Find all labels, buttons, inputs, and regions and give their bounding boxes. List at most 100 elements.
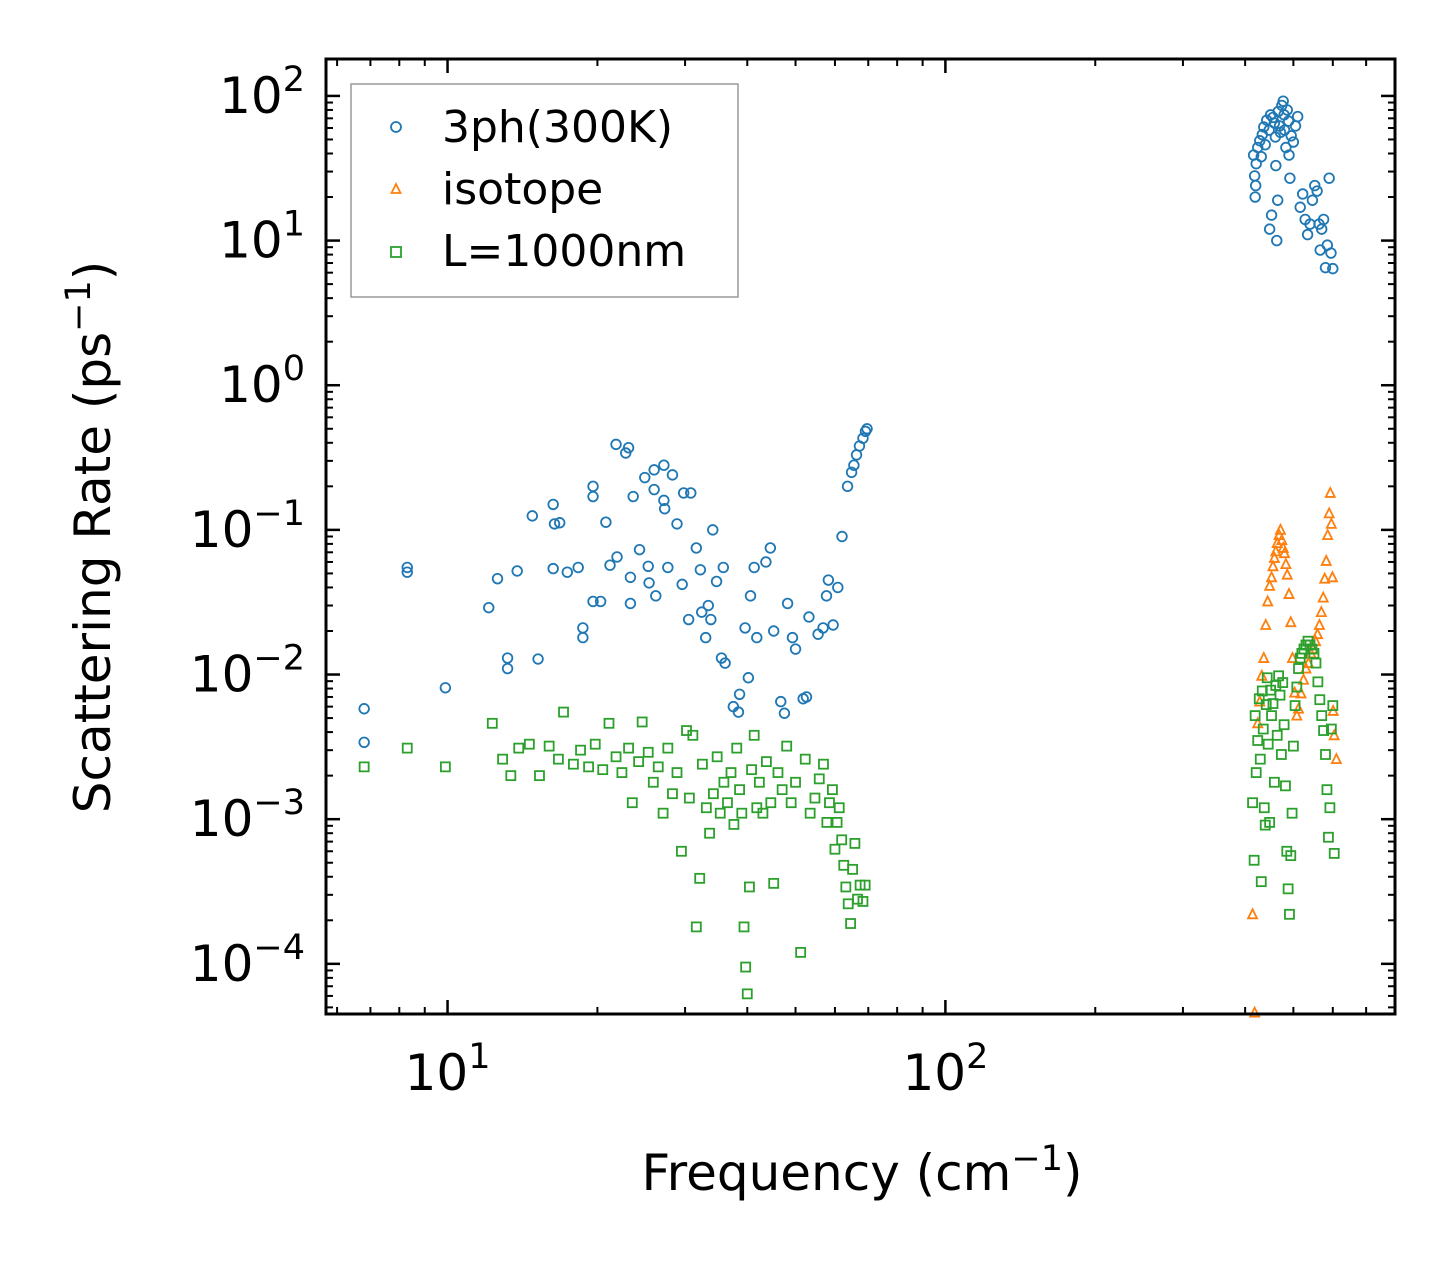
data-point: [1248, 1005, 1261, 1018]
data-point: [694, 872, 706, 884]
data-point: [741, 988, 753, 1000]
data-point: [696, 606, 708, 618]
data-point: [513, 742, 525, 754]
x-axis-label-tail: ): [1063, 1144, 1083, 1202]
series-boundary: [358, 635, 1340, 1000]
data-point: [572, 561, 584, 574]
x-tick-label: 102: [902, 1037, 988, 1102]
data-point: [1286, 651, 1299, 663]
data-point: [804, 807, 816, 819]
data-point: [439, 682, 452, 694]
data-point: [626, 797, 638, 809]
data-point: [827, 784, 838, 796]
data-point: [696, 758, 708, 770]
data-point: [439, 761, 451, 773]
data-point: [650, 590, 662, 602]
data-point: [1296, 188, 1309, 200]
data-point: [732, 706, 745, 718]
y-tick-label: 10−4: [190, 928, 305, 993]
data-point: [1271, 729, 1283, 741]
data-point: [685, 487, 697, 499]
data-point: [734, 784, 745, 796]
data-point: [699, 631, 712, 644]
data-point: [740, 961, 752, 973]
data-point: [1294, 201, 1306, 213]
data-point: [861, 423, 873, 435]
data-point: [1306, 194, 1319, 206]
data-point: [1271, 234, 1283, 247]
tick-base: 10: [190, 935, 254, 993]
data-point: [652, 761, 664, 773]
data-point: [1284, 172, 1296, 184]
data-point: [1290, 708, 1303, 721]
data-point: [1246, 907, 1259, 920]
data-point: [683, 792, 695, 804]
data-point: [1289, 700, 1301, 711]
data-point: [603, 717, 615, 729]
data-point: [708, 788, 719, 800]
data-point: [610, 438, 622, 451]
data-point: [1278, 124, 1291, 136]
data-point: [526, 510, 539, 522]
data-point: [547, 562, 559, 575]
data-point: [1255, 151, 1267, 163]
data-point: [705, 613, 717, 626]
data-point: [1267, 559, 1279, 572]
data-point: [575, 744, 586, 756]
data-point: [1259, 139, 1271, 151]
data-point: [1270, 159, 1282, 172]
data-point: [1248, 170, 1261, 182]
data-point: [1320, 749, 1331, 760]
data-point: [658, 459, 670, 471]
data-point: [648, 464, 660, 476]
tick-base: 10: [902, 1044, 966, 1102]
data-point: [711, 751, 723, 763]
data-point: [1289, 120, 1302, 132]
data-point: [710, 575, 723, 588]
tick-exponent: 0: [283, 349, 305, 389]
data-point: [738, 921, 750, 933]
y-tick-label: 10−3: [190, 783, 305, 848]
data-point: [358, 736, 370, 749]
data-point: [662, 742, 674, 754]
data-point: [1280, 780, 1291, 792]
data-point: [739, 622, 751, 634]
data-point: [568, 758, 579, 770]
data-point: [643, 577, 655, 589]
y-tick-label: 100: [219, 349, 305, 414]
data-point: [624, 571, 637, 584]
data-point: [775, 695, 787, 708]
data-point: [1255, 876, 1267, 888]
data-point: [849, 838, 861, 849]
data-point: [1257, 651, 1270, 663]
data-point: [809, 792, 821, 804]
data-point: [1328, 848, 1340, 859]
data-point: [358, 761, 370, 773]
series-3ph: [358, 95, 1339, 749]
data-point: [505, 770, 517, 782]
data-point: [748, 729, 760, 741]
data-point: [511, 565, 523, 577]
data-point: [1253, 693, 1265, 705]
data-point: [553, 753, 564, 765]
data-point: [690, 921, 702, 933]
data-point: [781, 597, 794, 610]
x-axis-label-text: Frequency (cm: [641, 1144, 1011, 1202]
data-point: [831, 817, 843, 828]
data-point: [776, 784, 788, 796]
data-point: [1291, 681, 1303, 693]
data-point: [1316, 710, 1328, 722]
data-point: [822, 574, 835, 586]
data-point: [744, 590, 757, 602]
data-point: [836, 530, 848, 543]
data-point: [725, 767, 737, 778]
data-point: [1261, 672, 1273, 684]
data-point: [842, 898, 854, 910]
tick-exponent: 2: [966, 1037, 988, 1077]
data-point: [768, 625, 780, 637]
data-point: [722, 797, 733, 809]
data-point: [845, 466, 858, 479]
data-point: [1297, 672, 1310, 685]
data-point: [1318, 571, 1331, 584]
data-point: [753, 776, 765, 788]
